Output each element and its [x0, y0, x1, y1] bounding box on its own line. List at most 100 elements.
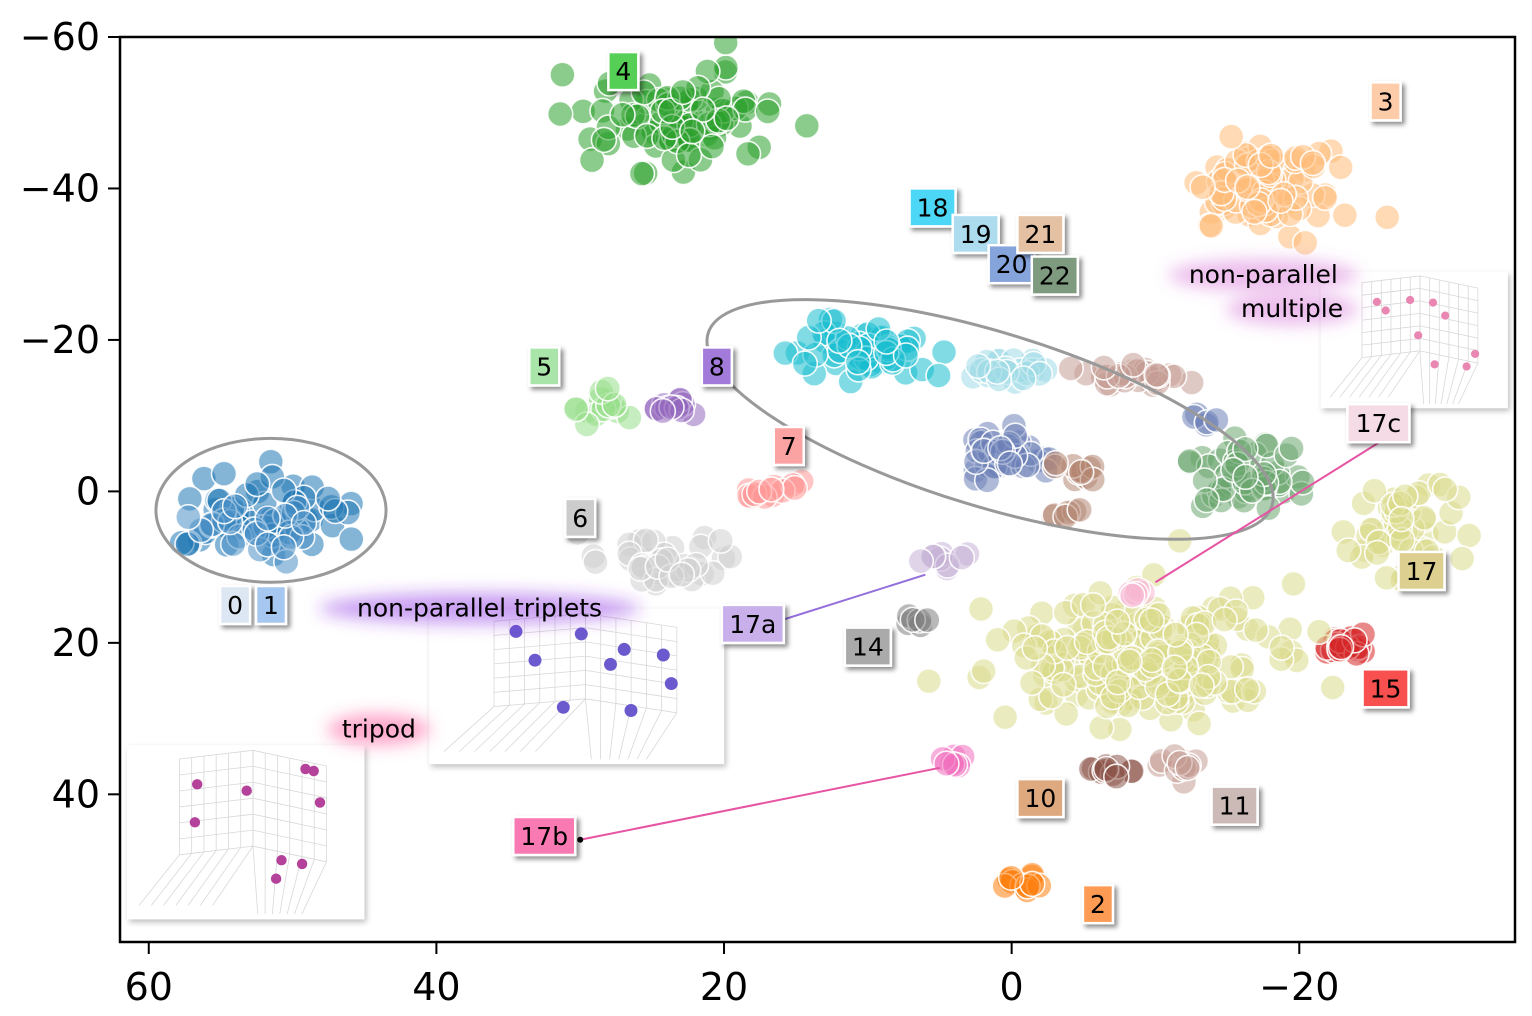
inset-dot: [656, 648, 670, 662]
inset-grid-line: [458, 704, 510, 752]
point-17: [1079, 591, 1107, 619]
point-17: [970, 657, 998, 685]
x-tick-label: −20: [1259, 965, 1339, 1009]
point-18: [892, 342, 920, 369]
inset-grid-line: [627, 708, 647, 760]
inset-dot: [1470, 349, 1480, 359]
cluster-label-17: 17: [1397, 550, 1446, 592]
point-1: [254, 505, 282, 532]
point-17: [1211, 606, 1238, 633]
connector-lines: [577, 435, 1389, 843]
inset-dot: [604, 657, 617, 671]
point-21-c: [1066, 496, 1093, 524]
cluster-label-6: 6: [563, 497, 597, 539]
point-4: [689, 96, 717, 123]
x-tick-label: 40: [412, 965, 460, 1009]
point-4: [590, 126, 618, 154]
point-5: [562, 395, 590, 423]
cluster-label-text: 0: [227, 591, 243, 620]
cluster-label-text: 21: [1025, 220, 1057, 249]
cluster-label-box: [563, 497, 597, 539]
point-17-arm: [1410, 504, 1438, 532]
point-15: [1327, 633, 1355, 661]
inset-dot: [574, 627, 588, 641]
point-17: [984, 626, 1011, 654]
cluster-label-box: [1369, 81, 1402, 122]
inset-dot: [270, 873, 282, 884]
series-3: [1182, 123, 1401, 257]
point-4: [657, 97, 685, 124]
series-21: [1057, 351, 1205, 399]
point-17-arm: [1361, 477, 1388, 505]
inset-grid-line: [1419, 350, 1425, 405]
point-4: [669, 78, 697, 106]
inset-grid-line: [187, 848, 229, 906]
point-17: [1050, 671, 1077, 699]
plot-frame: [118, 35, 1517, 944]
point-4: [713, 105, 740, 132]
inset-grid-line: [279, 853, 291, 915]
point-4: [712, 37, 739, 56]
point-4: [675, 141, 703, 169]
point-4: [754, 98, 782, 125]
series-4: [546, 37, 821, 187]
point-18: [826, 327, 853, 355]
point-17-arm: [1431, 476, 1459, 503]
annotations: non-parallel triplets tripod non-parallel m…: [319, 259, 1359, 746]
series-7: [735, 468, 816, 511]
x-tick-label: 60: [125, 965, 173, 1009]
point-3: [1267, 187, 1294, 215]
point-17-arm: [1335, 537, 1362, 564]
point-4: [549, 61, 576, 88]
inset-grid-line: [636, 710, 662, 760]
inset-dot: [189, 817, 201, 828]
cluster-label-text: 1: [263, 591, 279, 620]
non-parallel-triplets-inset: [429, 608, 725, 765]
point-6: [582, 548, 609, 576]
point-3: [1311, 184, 1339, 212]
cluster-label-box: [254, 584, 288, 626]
cluster-ellipse-0: [154, 436, 388, 584]
point-17: [1268, 634, 1295, 662]
point-3: [1189, 173, 1216, 201]
cluster-label-8: 8: [700, 346, 734, 387]
y-tick-label: 40: [52, 772, 100, 816]
inset-grid-line: [163, 851, 205, 906]
inset-dot: [1372, 297, 1382, 307]
point-4: [628, 160, 656, 187]
cluster-label-text: 5: [536, 352, 552, 381]
inset-grid-line: [252, 846, 259, 915]
series-10: [1077, 752, 1145, 791]
cluster-label-text: 18: [917, 193, 949, 222]
inset-dot: [191, 779, 203, 790]
tripod-inset: [127, 745, 365, 920]
point-18: [805, 307, 833, 334]
y-tick-label: 0: [76, 469, 100, 513]
point-22: [1176, 447, 1203, 475]
inset-dot: [241, 785, 252, 796]
point-0: [314, 485, 342, 512]
non-parallel-multiple-inset: [1320, 271, 1508, 409]
series-8: [642, 386, 707, 428]
inset-dot: [1441, 311, 1450, 320]
point-17c: [1118, 582, 1146, 609]
point-17a: [907, 547, 935, 575]
series-6: [564, 519, 744, 598]
inset-grid-line: [212, 845, 254, 906]
point-17: [1233, 675, 1261, 703]
series-5: [562, 375, 643, 438]
cluster-label-box: [908, 187, 957, 228]
point-4: [698, 133, 726, 160]
cluster-ellipse-1: [705, 298, 1275, 541]
point-3: [1257, 142, 1285, 169]
series-11: [1145, 742, 1210, 796]
point-18: [873, 328, 900, 355]
inset-dot: [296, 858, 308, 870]
point-11: [1174, 754, 1201, 782]
cluster-label-text: 7: [781, 432, 797, 461]
cluster-label-10: 10: [1016, 777, 1065, 819]
series-20: [961, 412, 1063, 494]
inset-background: [1320, 271, 1508, 409]
point-22: [1232, 463, 1259, 491]
series-2: [991, 861, 1053, 904]
